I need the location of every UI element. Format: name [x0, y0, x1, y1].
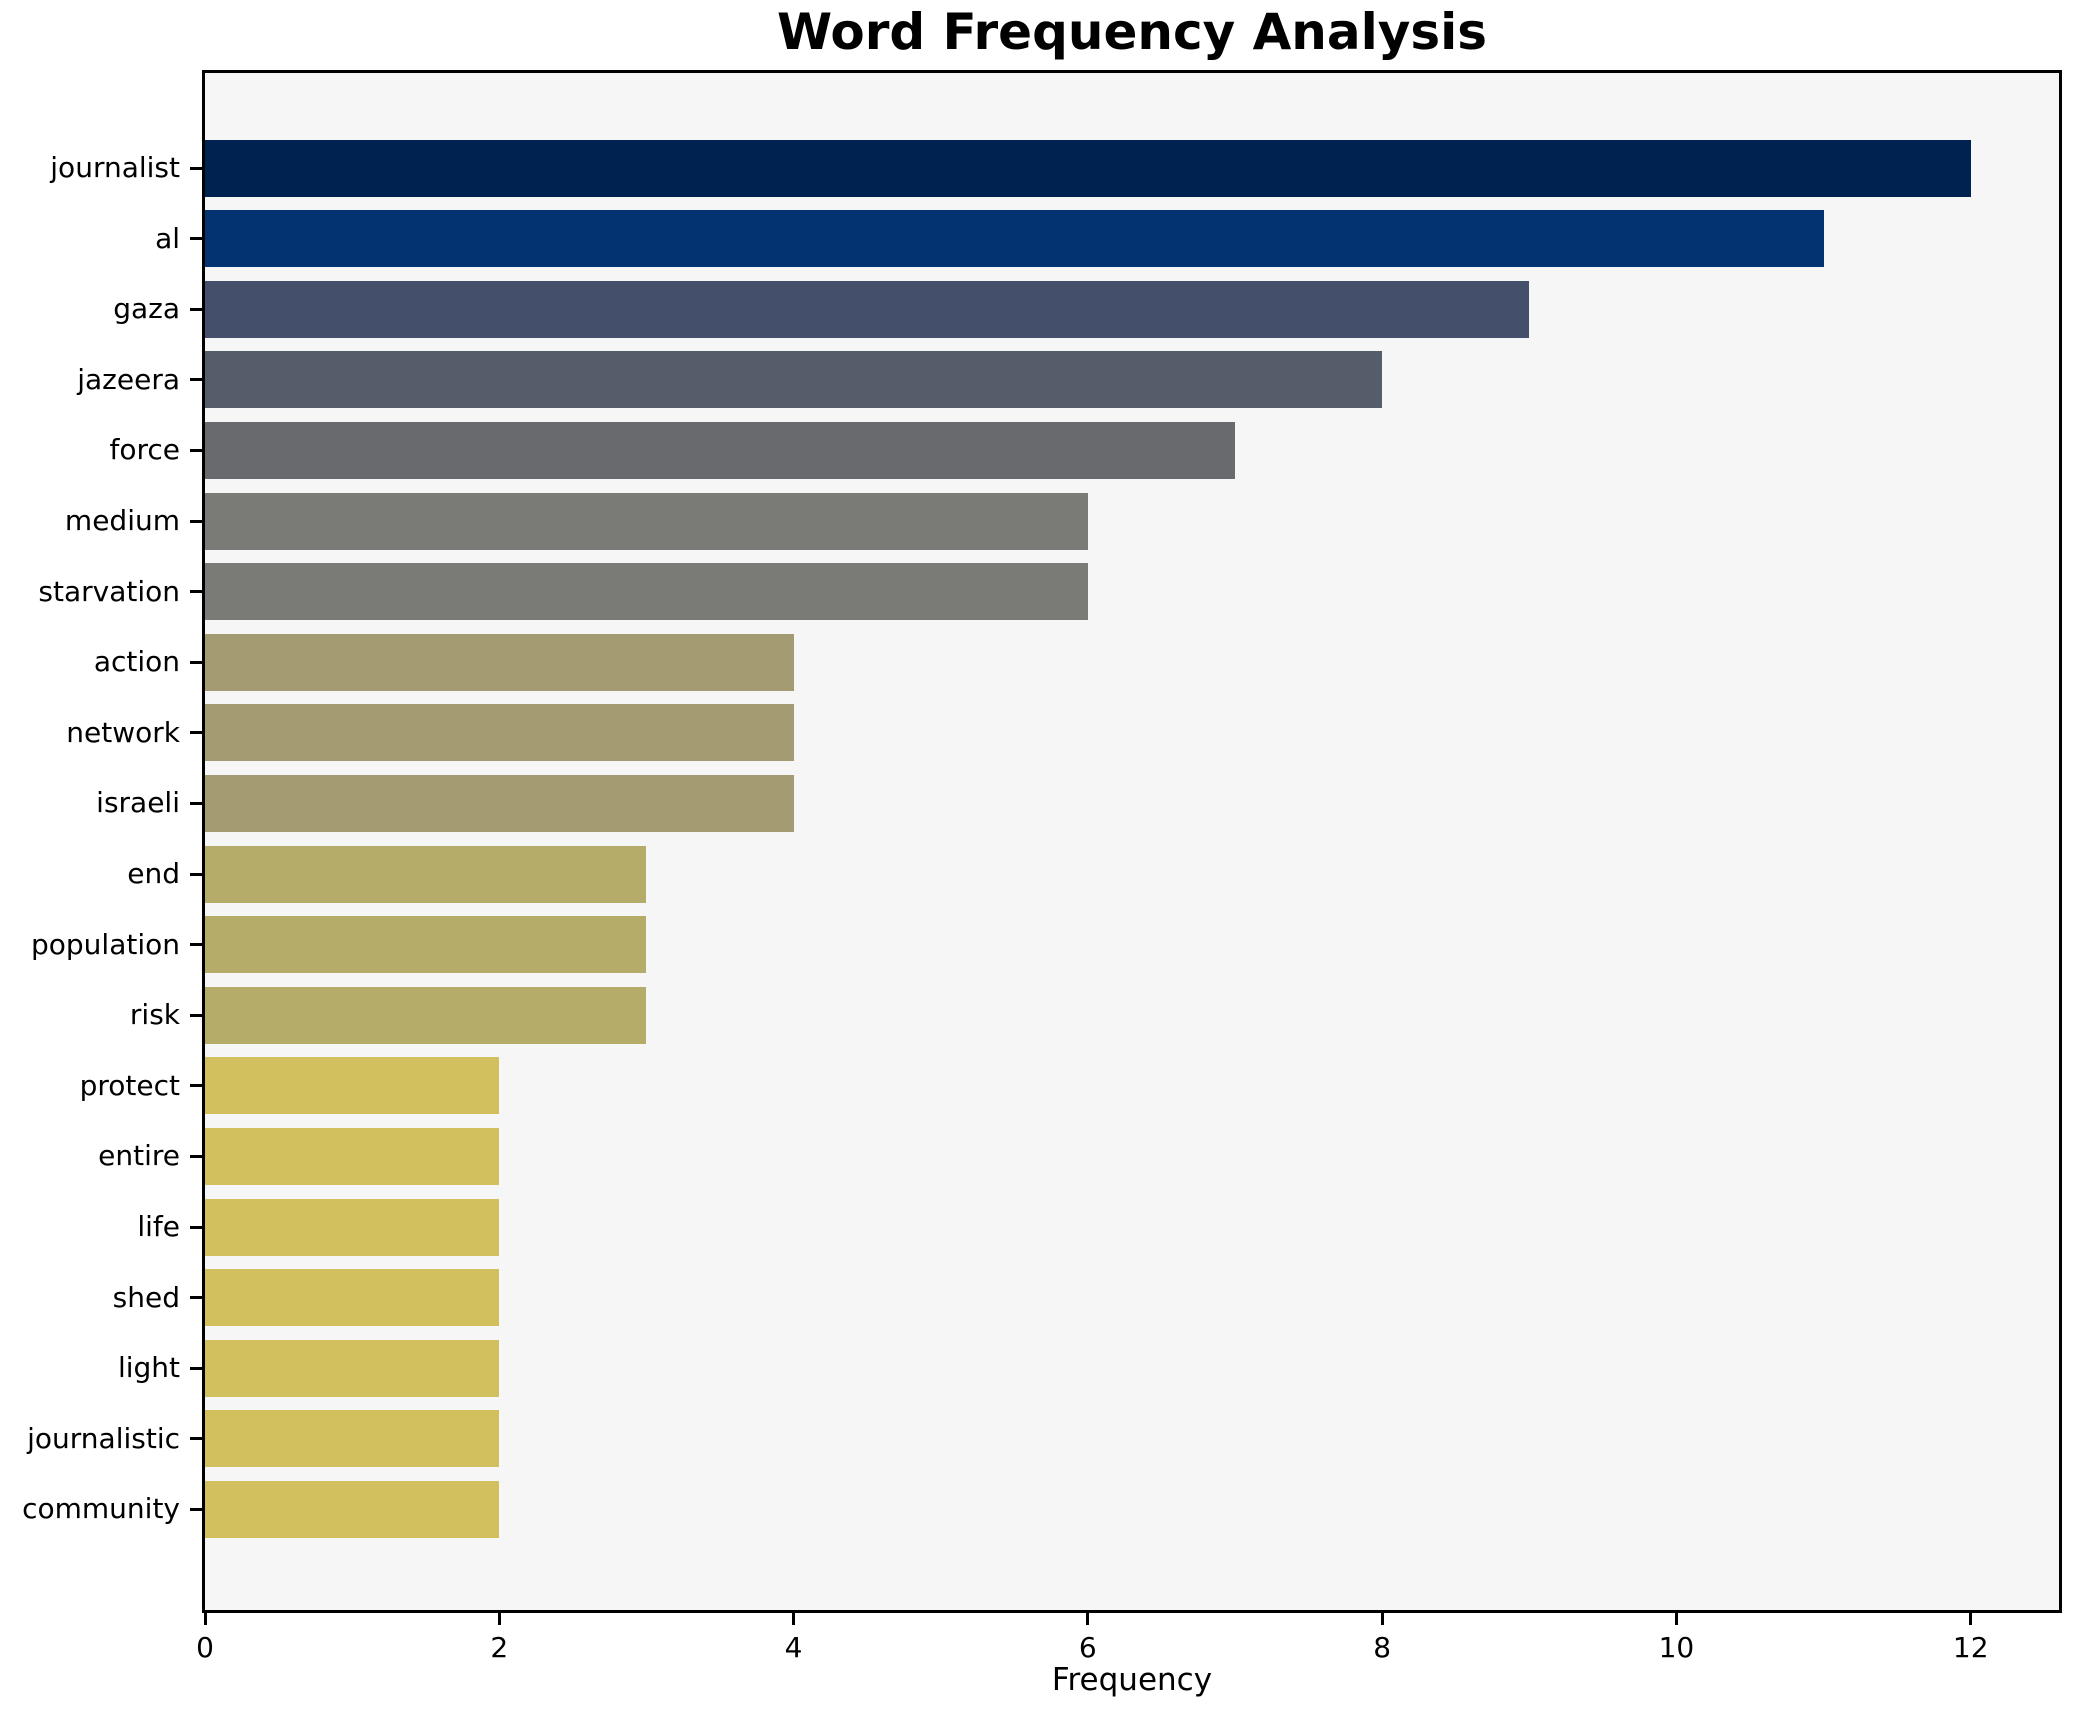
chart-title: Word Frequency Analysis	[776, 3, 1488, 61]
bar-gaza	[205, 280, 1529, 338]
bar-action	[205, 633, 794, 691]
y-tick-label: israeli	[96, 786, 180, 820]
x-axis-label: Frequency	[1051, 1662, 1213, 1698]
bar-journalistic	[205, 1410, 499, 1468]
bar-al	[205, 210, 1824, 268]
y-tick-label: risk	[129, 998, 180, 1032]
x-tick-label: 4	[784, 1631, 803, 1664]
y-tick-mark	[190, 307, 202, 311]
x-tick-mark	[1674, 1613, 1678, 1625]
y-tick-mark	[190, 943, 202, 947]
x-tick-mark	[497, 1613, 501, 1625]
bar-risk	[205, 986, 646, 1044]
bar-light	[205, 1339, 499, 1397]
x-tick-label: 8	[1373, 1631, 1392, 1664]
y-tick-mark	[190, 590, 202, 594]
y-tick-mark	[190, 448, 202, 452]
bar-shed	[205, 1269, 499, 1327]
x-tick-mark	[203, 1613, 207, 1625]
bar-end	[205, 845, 646, 903]
bar-community	[205, 1480, 499, 1538]
y-tick-label: starvation	[38, 574, 180, 608]
bar-entire	[205, 1127, 499, 1185]
y-tick-mark	[190, 1437, 202, 1441]
y-tick-mark	[190, 731, 202, 735]
x-tick-mark	[1380, 1613, 1384, 1625]
x-tick-label: 6	[1078, 1631, 1097, 1664]
y-tick-label: journalist	[50, 151, 180, 184]
bar-starvation	[205, 563, 1088, 621]
y-tick-mark	[190, 378, 202, 382]
y-tick-label: community	[22, 1492, 180, 1526]
x-tick-mark	[792, 1613, 796, 1625]
y-tick-label: end	[127, 857, 180, 890]
y-tick-label: protect	[79, 1068, 180, 1102]
y-tick-mark	[190, 1296, 202, 1300]
y-tick-label: force	[109, 433, 180, 467]
x-tick-label: 0	[196, 1631, 214, 1664]
y-tick-mark	[190, 801, 202, 805]
y-tick-label: life	[137, 1210, 180, 1243]
bar-force	[205, 421, 1235, 479]
y-tick-label: entire	[98, 1139, 180, 1173]
plot-area	[202, 70, 2062, 1613]
x-tick-label: 12	[1952, 1631, 1989, 1664]
y-tick-mark	[190, 519, 202, 523]
y-tick-label: shed	[112, 1280, 180, 1314]
y-tick-label: medium	[64, 504, 180, 537]
y-tick-label: network	[66, 715, 180, 749]
x-tick-mark	[1086, 1613, 1090, 1625]
y-tick-mark	[190, 1154, 202, 1158]
y-tick-mark	[190, 660, 202, 664]
bar-israeli	[205, 774, 794, 832]
bar-life	[205, 1198, 499, 1256]
y-tick-mark	[190, 872, 202, 876]
y-tick-mark	[190, 237, 202, 241]
x-tick-mark	[1969, 1613, 1973, 1625]
y-tick-label: journalistic	[27, 1421, 180, 1455]
y-tick-label: light	[117, 1351, 180, 1385]
bar-journalist	[205, 139, 1971, 197]
y-tick-label: gaza	[113, 292, 180, 326]
y-tick-mark	[190, 1225, 202, 1229]
y-tick-label: jazeera	[77, 362, 180, 396]
y-tick-mark	[190, 1507, 202, 1511]
bar-population	[205, 916, 646, 974]
bar-protect	[205, 1057, 499, 1115]
y-tick-label: al	[155, 221, 180, 255]
bar-jazeera	[205, 351, 1382, 409]
x-tick-label: 10	[1658, 1631, 1695, 1664]
y-tick-label: population	[31, 927, 180, 961]
y-tick-mark	[190, 1084, 202, 1088]
y-tick-mark	[190, 1013, 202, 1017]
bar-medium	[205, 492, 1088, 550]
y-tick-label: action	[93, 645, 180, 679]
y-tick-mark	[190, 1366, 202, 1370]
x-tick-label: 2	[490, 1631, 509, 1664]
y-tick-mark	[190, 166, 202, 170]
bar-network	[205, 704, 794, 762]
